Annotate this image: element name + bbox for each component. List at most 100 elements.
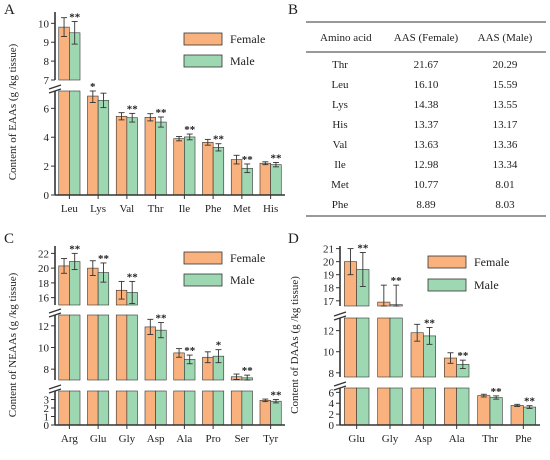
- bar-female-arg: [58, 314, 70, 381]
- significance-mark: **: [457, 350, 469, 362]
- bar-male-val: [126, 117, 138, 196]
- y-tick-label: 1: [44, 412, 50, 424]
- x-tick-label: Ala: [449, 433, 465, 445]
- y-tick-label: 9: [44, 37, 50, 49]
- y-tick-label: 10: [323, 347, 335, 359]
- table-header-aas-male: AAS (Male): [478, 32, 533, 44]
- x-tick-label: Asp: [414, 433, 432, 445]
- y-tick-label: 16: [38, 293, 50, 305]
- legend-label-female: Female: [230, 32, 265, 46]
- bar-male-lys: [97, 100, 110, 196]
- y-tick-label: 3: [44, 395, 50, 407]
- significance-mark: **: [213, 134, 225, 146]
- bar-female-phe: [510, 405, 524, 426]
- panel-a-ylabel: Content of EAAs (g /kg tissue): [7, 43, 19, 180]
- x-tick-label: Val: [120, 203, 135, 215]
- bar-male-leu: [69, 90, 81, 196]
- panel-d-ylabel: Content of DAAs (g /kg tissue): [289, 276, 301, 414]
- y-tick-label: 2: [44, 161, 50, 173]
- legend-swatch-male: [183, 273, 223, 287]
- legend-swatch-female: [183, 32, 223, 46]
- x-tick-label: Leu: [61, 203, 79, 215]
- table-cell-aas-female: 14.38: [414, 99, 439, 111]
- table-cell-aas-male: 13.17: [493, 119, 518, 131]
- bar-male-ala: [456, 387, 470, 426]
- bar-male-ile: [184, 136, 196, 196]
- x-tick-label: Arg: [61, 433, 78, 445]
- bar-female-lys: [87, 95, 99, 196]
- bar-male-thr: [489, 397, 503, 426]
- bar-male-glu: [356, 317, 370, 378]
- y-tick-label: 17: [323, 296, 335, 308]
- bar-male-arg: [69, 390, 81, 426]
- table-cell-aas-female: 13.63: [414, 139, 439, 151]
- bar-female-met: [230, 159, 243, 196]
- legend-swatch-male: [427, 278, 467, 292]
- x-tick-label: Glu: [90, 433, 107, 445]
- table-cell-aas-female: 13.37: [414, 119, 439, 131]
- table-header-amino-acid: Amino acid: [320, 32, 372, 44]
- significance-mark: **: [357, 243, 369, 255]
- table-header-aas-female: AAS (Female): [394, 32, 459, 44]
- significance-mark: **: [184, 124, 196, 136]
- table-cell-aas-male: 13.34: [493, 159, 518, 171]
- bar-male-gly: [389, 387, 403, 426]
- bar-female-asp: [410, 387, 424, 426]
- table-cell-amino-acid: Leu: [331, 79, 349, 91]
- bar-male-phe: [523, 406, 536, 426]
- bar-male-phe: [212, 147, 225, 196]
- x-tick-label: Ala: [176, 433, 192, 445]
- significance-mark: **: [69, 243, 81, 255]
- significance-mark: **: [424, 317, 436, 329]
- x-tick-label: Asp: [147, 433, 165, 445]
- bar-female-glu: [344, 317, 357, 378]
- y-tick-label: 6: [44, 103, 50, 115]
- bar-male-ala: [184, 390, 196, 426]
- significance-mark: **: [155, 107, 167, 119]
- legend-label-female: Female: [230, 251, 265, 265]
- x-tick-label: Phe: [205, 203, 222, 215]
- table-cell-aas-female: 16.10: [414, 79, 439, 91]
- panel-label-d: D: [288, 231, 299, 247]
- x-tick-label: Tyr: [263, 433, 278, 445]
- significance-mark: **: [270, 153, 282, 165]
- y-tick-label: 21: [323, 244, 334, 256]
- legend-label-male: Male: [230, 273, 255, 287]
- significance-mark: **: [155, 313, 167, 325]
- bar-male-thr: [155, 121, 167, 196]
- bar-male-tyr: [270, 400, 282, 426]
- significance-mark: **: [98, 253, 110, 265]
- table-cell-aas-female: 21.67: [414, 59, 439, 71]
- bar-female-ala: [444, 387, 457, 426]
- legend-swatch-male: [183, 54, 223, 68]
- bar-female-phe: [202, 141, 214, 196]
- table-cell-aas-female: 10.77: [414, 179, 439, 191]
- bar-female-tyr: [259, 400, 271, 426]
- bar-female-gly: [377, 387, 391, 426]
- panel-label-a: A: [4, 2, 15, 18]
- y-tick-label: 6: [329, 387, 335, 399]
- axis-break: [333, 381, 347, 387]
- significance-mark: **: [242, 365, 254, 377]
- table-cell-amino-acid: Phe: [332, 199, 349, 211]
- bar-female-pro: [202, 390, 214, 426]
- axis-break: [48, 84, 62, 90]
- y-tick-label: 4: [329, 398, 335, 410]
- axis-break: [48, 308, 62, 314]
- significance-mark: **: [127, 103, 139, 115]
- y-tick-label: 8: [44, 56, 50, 68]
- axis-break: [48, 312, 62, 318]
- bar-female-gly: [115, 390, 128, 426]
- x-tick-label: Ser: [235, 433, 250, 445]
- bar-female-asp: [144, 390, 156, 426]
- legend-swatch-female: [427, 255, 467, 269]
- significance-mark: **: [491, 386, 503, 398]
- bar-female-his: [259, 162, 271, 196]
- y-tick-label: 8: [44, 364, 50, 376]
- x-tick-label: Lys: [90, 203, 106, 215]
- significance-mark: *: [90, 81, 96, 93]
- axis-break: [48, 388, 62, 394]
- panel-label-b: B: [288, 2, 298, 18]
- significance-mark: *: [216, 340, 222, 352]
